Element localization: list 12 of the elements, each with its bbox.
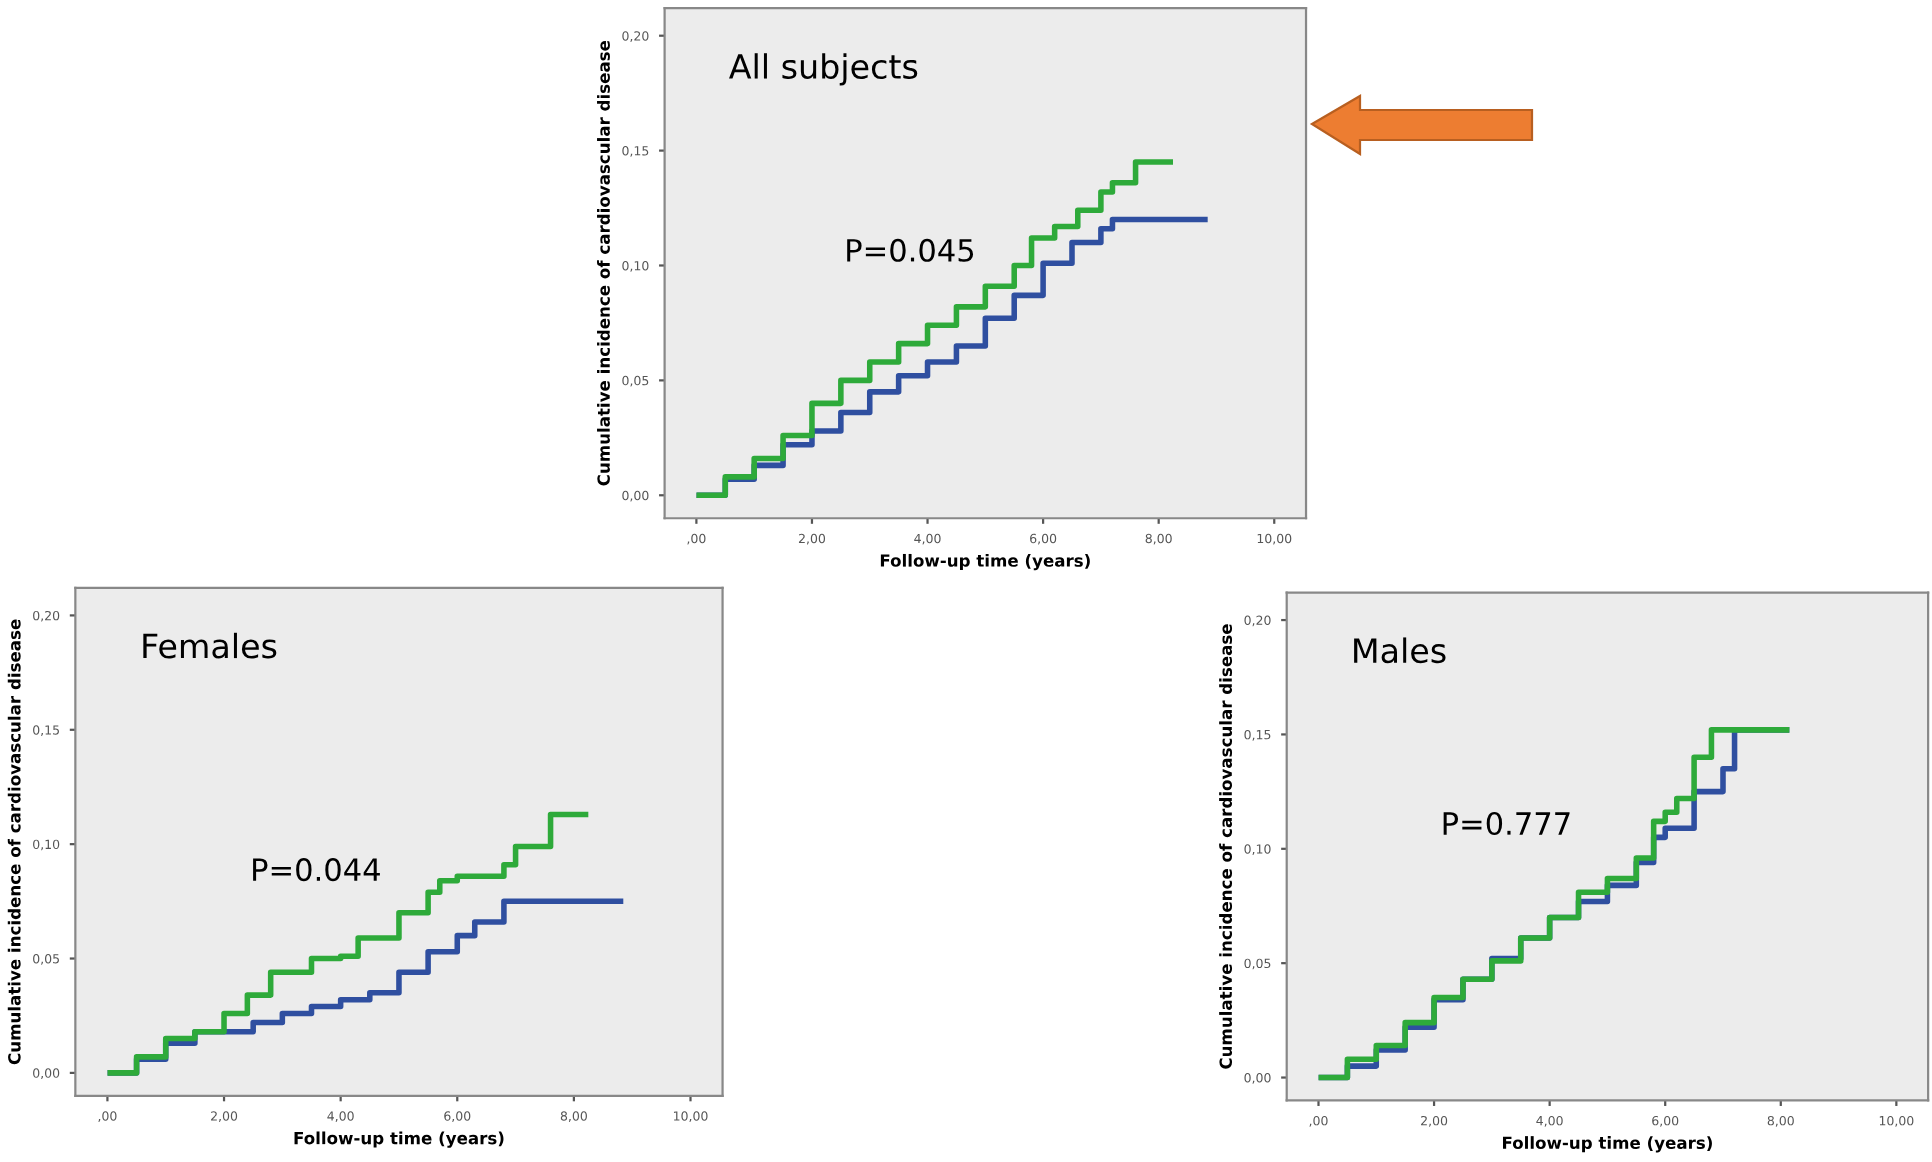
- annotation: P=0.045: [847, 238, 974, 262]
- x-axis-title: Follow-up time (years): [880, 553, 1090, 571]
- y-axis-title: Cumulative incidence of cardiovascular disease: [597, 40, 610, 486]
- text: All subjects: [729, 53, 918, 86]
- y-axis-title: Cumulative incidence of cardiovascular disease: [7, 619, 21, 1065]
- annotation: P=0.777: [1443, 811, 1570, 836]
- x-axis-title: Follow-up time (years): [1503, 1136, 1712, 1153]
- text: Males: [1354, 637, 1446, 664]
- y-axis-title: Cumulative incidence of cardiovascular disease: [1219, 624, 1233, 1069]
- x-axis-title: Follow-up time (years): [294, 1131, 504, 1148]
- text: Females: [143, 632, 277, 659]
- annotation: P=0.044: [253, 858, 380, 882]
